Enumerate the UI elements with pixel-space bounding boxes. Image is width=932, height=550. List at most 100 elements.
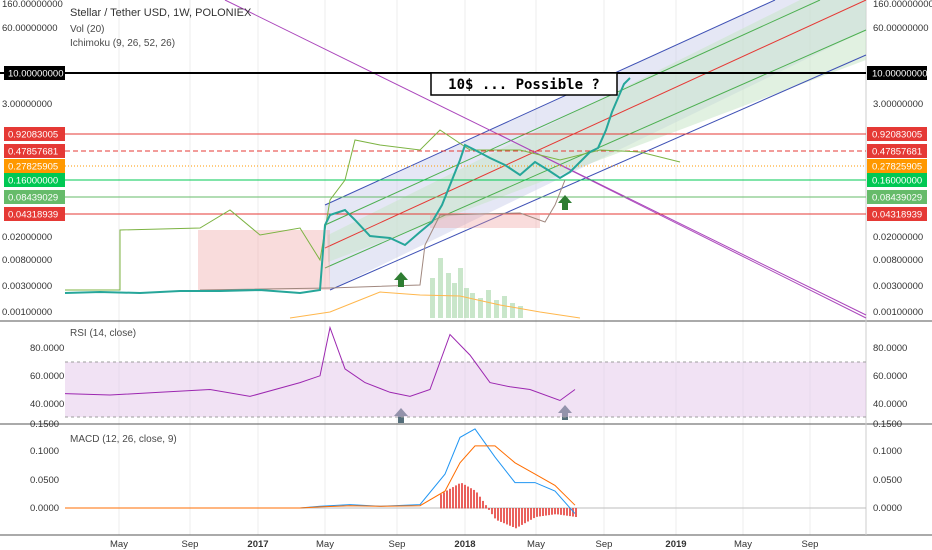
time-tick: Sep: [802, 539, 819, 550]
level-tag-right: [867, 207, 927, 221]
macd-hist-bar: [563, 508, 565, 516]
macd-axis-ticks: 0.1500 0.1500 0.1000 0.1000 0.0500 0.0500 0.00…: [30, 419, 902, 514]
macd-hist-bar: [551, 508, 553, 515]
volume-bar: [478, 298, 483, 318]
price-axis-ticks: 160.00000000 160.00000000 60.00000000 60.00…: [2, 0, 932, 318]
macd-hist-bar: [557, 508, 559, 515]
level-tag-left: [4, 144, 65, 158]
macd-hist-bar: [506, 508, 508, 525]
macd-hist-bar: [569, 508, 571, 517]
level-tag-left-text: 10.00000000: [8, 69, 63, 80]
macd-hist-bar: [491, 508, 493, 515]
price-tick-right: 0.00300000: [873, 281, 923, 292]
macd-hist-bar: [482, 500, 484, 509]
macd-hist-bar: [470, 488, 472, 509]
macd-hist-bar: [512, 508, 514, 528]
ichimoku-label: Ichimoku (9, 26, 52, 26): [70, 38, 175, 49]
level-tag-right-text: 0.27825905: [872, 162, 922, 173]
volume-bar: [438, 258, 443, 318]
up-arrow-rsi-1[interactable]: [394, 408, 408, 423]
time-tick: May: [734, 539, 752, 550]
macd-hist-bar: [458, 483, 460, 509]
level-tag-right: [867, 159, 927, 173]
level-tag-right-text: 0.92083005: [872, 130, 922, 141]
macd-hist-bar: [485, 505, 487, 509]
macd-hist-bar: [473, 489, 475, 509]
up-arrow-rsi-2[interactable]: [558, 405, 572, 420]
macd-tick-right: 0.1500: [873, 419, 902, 430]
time-tick: 2018: [454, 539, 475, 550]
volume-bar: [452, 283, 457, 318]
level-tag-left: [4, 207, 65, 221]
macd-hist-bar: [518, 508, 520, 527]
annotation-box[interactable]: 10$ ... Possible ?: [430, 72, 618, 96]
price-tick-right: 0.02000000: [873, 232, 923, 243]
macd-label: MACD (12, 26, close, 9): [70, 434, 177, 445]
price-tick-left: 0.00100000: [2, 307, 52, 318]
level-tag-right-text: 0.08439029: [872, 193, 922, 204]
level-tags: 10.00000000 10.00000000 0.92083005 0.920830…: [4, 66, 927, 221]
volume-bar: [430, 278, 435, 318]
up-arrow-2[interactable]: [558, 195, 572, 210]
macd-hist-bar: [575, 508, 577, 517]
macd-hist-bar: [443, 492, 445, 509]
macd-hist-bar: [560, 508, 562, 515]
level-tag-left: [4, 173, 65, 187]
macd-hist-bar: [542, 508, 544, 516]
time-tick: Sep: [389, 539, 406, 550]
up-arrow-1[interactable]: [394, 272, 408, 287]
price-tick-right: 160.00000000: [873, 0, 932, 10]
price-tick-left: 60.00000000: [2, 23, 57, 34]
macd-tick-right: 0.0500: [873, 475, 902, 486]
level-tag-right: [867, 66, 927, 80]
volume-bar: [464, 288, 469, 318]
macd-hist-bar: [449, 488, 451, 509]
time-tick: 2017: [247, 539, 268, 550]
macd-tick-left: 0.1000: [30, 446, 59, 457]
vol-label: Vol (20): [70, 24, 104, 35]
time-tick: 2019: [665, 539, 686, 550]
macd-hist-bar: [497, 508, 499, 521]
level-tag-right-text: 10.00000000: [872, 69, 927, 80]
macd-hist-bar: [446, 490, 448, 509]
level-tag-right: [867, 173, 927, 187]
macd-tick-right: 0.0000: [873, 503, 902, 514]
time-axis: May Sep 2017 May Sep 2018 May Sep 2019 May Sep: [110, 539, 818, 550]
rsi-tick-right: 80.0000: [873, 343, 907, 354]
level-tag-left: [4, 159, 65, 173]
volume-bar: [510, 303, 515, 318]
macd-hist-bar: [476, 492, 478, 509]
macd-hist-bar: [509, 508, 511, 526]
price-tick-right: 0.00100000: [873, 307, 923, 318]
rsi-tick-right: 40.0000: [873, 399, 907, 410]
macd-hist-bar: [536, 508, 538, 517]
level-tag-right-text: 0.04318939: [872, 210, 922, 221]
rsi-line: [64, 325, 576, 402]
macd-tick-left: 0.1500: [30, 419, 59, 430]
level-tag-left-text: 0.04318939: [8, 210, 58, 221]
macd-hist-bar: [533, 508, 535, 519]
price-tick-right: 60.00000000: [873, 23, 928, 34]
volume-ma-line: [289, 291, 581, 319]
macd-hist-bar: [539, 508, 541, 517]
price-tick-left: 0.00300000: [2, 281, 52, 292]
volume-bar: [518, 306, 523, 318]
macd-line: [65, 428, 576, 514]
macd-hist-bar: [545, 508, 547, 516]
macd-hist-bar: [515, 508, 517, 529]
volume-bar: [470, 293, 475, 318]
level-tag-right-text: 0.16000000: [872, 176, 922, 187]
time-tick: May: [527, 539, 545, 550]
rsi-tick-left: 40.0000: [30, 399, 64, 410]
macd-hist-bar: [440, 494, 442, 509]
rsi-axis-ticks: 80.0000 80.0000 60.0000 60.0000 40.0000 40.00…: [30, 343, 907, 410]
rsi-label: RSI (14, close): [70, 328, 136, 339]
volume-bar: [494, 300, 499, 318]
macd-hist-bar: [524, 508, 526, 524]
level-tag-right: [867, 190, 927, 204]
price-tick-left: 3.00000000: [2, 99, 52, 110]
level-tag-left: [4, 127, 65, 141]
price-series-line: [64, 77, 631, 295]
level-tag-left: [4, 66, 65, 80]
